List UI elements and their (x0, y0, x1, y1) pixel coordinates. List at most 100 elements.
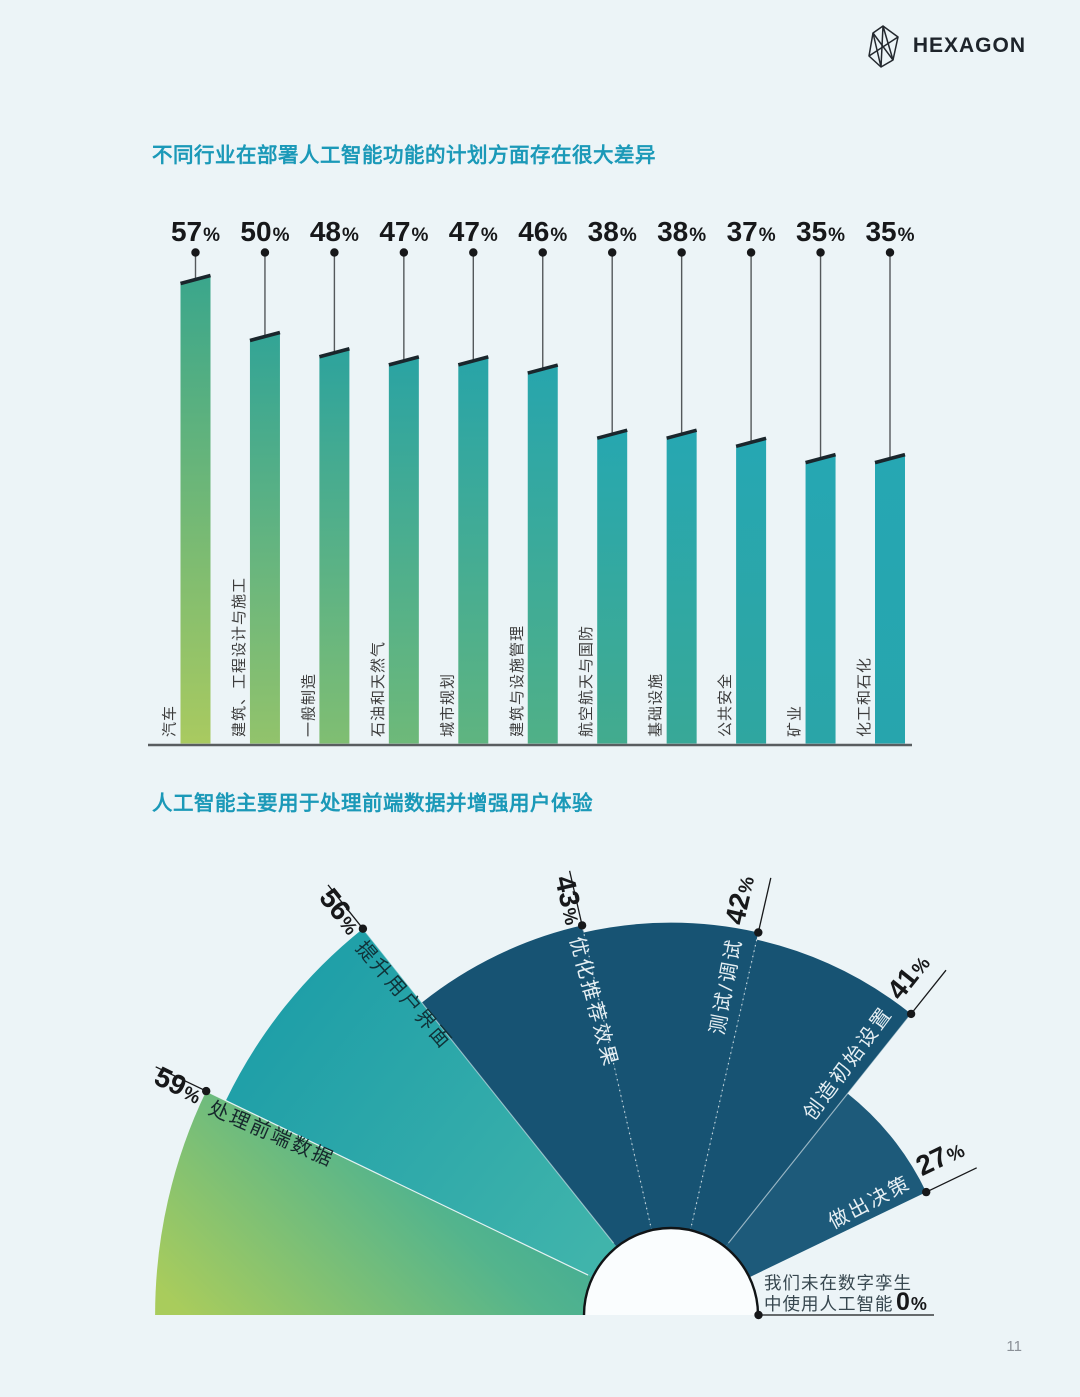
bar (388, 356, 419, 744)
brand-name: HEXAGON (912, 34, 1026, 57)
bar-category-label: 建筑与设施管理 (509, 625, 526, 737)
value-dot (330, 248, 339, 257)
bar-top-edge (527, 363, 559, 375)
value-leader-line (327, 884, 364, 930)
bar-chart: 57% 汽车 50% 建筑、工程设计与施工 48% 一般制造 47% 石油和天然气 47% 城市规… (148, 216, 915, 747)
value-dot (358, 924, 368, 933)
bar-group: 46% 建筑与设施管理 (509, 216, 567, 744)
page-number: 11 (1006, 1338, 1022, 1355)
value-label: 35% (796, 216, 845, 247)
value-label: 47% (379, 216, 428, 247)
bar-category-label: 城市规划 (439, 673, 456, 737)
value-leader-line (925, 1167, 977, 1193)
bar-category-label: 汽车 (162, 705, 179, 737)
segment-separator (363, 929, 615, 1244)
bar-category-label: 化工和石化 (856, 657, 873, 737)
bar-group: 37% 公共安全 (716, 216, 776, 744)
value-leader-line (155, 1066, 207, 1092)
hexagon-logo-icon (868, 25, 899, 68)
value-dot (746, 248, 756, 257)
bar (527, 365, 558, 744)
bar-top-edge (180, 273, 211, 286)
bar (805, 454, 836, 744)
value-label: 47% (449, 216, 498, 247)
fan-segment (583, 922, 759, 1315)
bar-top-edge (249, 330, 281, 343)
segment-separator (727, 1014, 911, 1244)
center-arc (582, 1226, 760, 1316)
bar-top-edge (666, 428, 698, 440)
center-mask (584, 1228, 758, 1315)
value-dot (754, 928, 763, 937)
value-label: 57% (171, 216, 220, 247)
bar (249, 332, 280, 744)
bar-top-edge (388, 355, 420, 367)
bar (458, 356, 489, 744)
bar-group: 47% 城市规划 (439, 216, 498, 744)
value-dot (538, 248, 547, 257)
value-dot (677, 248, 686, 257)
bar-top-edge (874, 452, 906, 465)
value-leader-line (568, 870, 583, 926)
bar-group: 35% 矿业 (787, 216, 845, 744)
no-usage-label-line2: 中使用人工智能 (764, 1294, 894, 1314)
bar-top-edge (457, 355, 489, 367)
bar (597, 430, 628, 744)
bar (180, 275, 211, 744)
value-dot (260, 248, 270, 257)
value-dot (922, 1187, 931, 1197)
chart2-title: 人工智能主要用于处理前端数据并增强用户体验 (152, 792, 593, 815)
bar (736, 438, 767, 744)
value-dot (469, 248, 478, 257)
bar-group: 57% 汽车 (162, 216, 220, 744)
bar-group: 50% 建筑、工程设计与施工 (231, 216, 290, 744)
value-leader-line (910, 969, 947, 1015)
bar-group: 48% 一般制造 (300, 216, 359, 744)
value-label: 38% (588, 216, 637, 247)
bar-group: 47% 石油和天然气 (370, 216, 428, 744)
segment-separator (206, 1091, 589, 1276)
value-dot (608, 248, 617, 257)
value-label: 48% (310, 216, 359, 247)
bar-category-label: 石油和天然气 (370, 641, 387, 737)
value-dot (202, 1086, 211, 1096)
value-label: 42% (719, 873, 760, 928)
value-label: 50% (240, 216, 289, 247)
value-dot (191, 248, 200, 257)
bar-category-label: 基础设施 (648, 673, 665, 737)
bar-category-label: 建筑、工程设计与施工 (231, 577, 248, 737)
value-label: 46% (518, 216, 567, 247)
value-label: 38% (657, 216, 706, 247)
value-dot (754, 1310, 763, 1320)
bar-top-edge (735, 436, 767, 449)
value-dot (885, 248, 895, 257)
bar-top-edge (596, 428, 628, 440)
bar-category-label: 一般制造 (300, 673, 317, 737)
value-leader-line (757, 877, 772, 933)
value-dot (816, 248, 825, 257)
bar (666, 430, 697, 744)
bar-category-label: 矿业 (787, 705, 804, 737)
bar-group: 38% 基础设施 (648, 216, 706, 744)
value-dot (906, 1009, 916, 1019)
value-label: 0% (896, 1288, 927, 1316)
value-dot (399, 248, 409, 257)
value-label: 43% (549, 873, 590, 928)
no-usage-label-line1: 我们未在数字孪生 (764, 1273, 912, 1293)
bar-category-label: 公共安全 (716, 673, 734, 737)
segment-separator (690, 933, 759, 1226)
value-dot (577, 921, 587, 930)
bar-top-edge (318, 347, 350, 359)
bar (875, 454, 905, 744)
value-label: 27% (911, 1133, 969, 1182)
fan-segment (671, 939, 912, 1315)
value-label: 41% (881, 948, 936, 1006)
brand-logo: HEXAGON (863, 24, 1026, 68)
bar-group: 35% 化工和石化 (856, 216, 915, 744)
value-label: 35% (865, 216, 914, 247)
bar (319, 348, 350, 744)
fan-segment (155, 1091, 672, 1315)
